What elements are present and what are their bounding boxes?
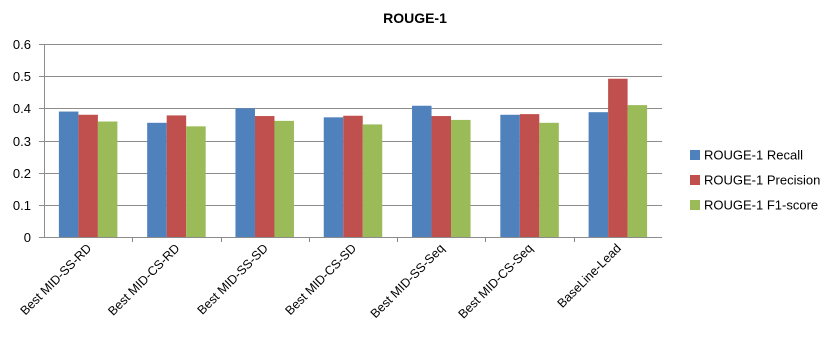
bar-recall — [147, 122, 167, 237]
x-category-label: Best MID-SS-SD — [195, 241, 271, 317]
bar-precision — [343, 115, 363, 237]
bar-f1-score — [274, 120, 294, 237]
y-tick-label: 0.2 — [13, 166, 31, 181]
y-tick-label: 0.5 — [13, 69, 31, 84]
bar-precision — [78, 114, 98, 237]
y-tick-label: 0.4 — [13, 101, 31, 116]
y-tick-label: 0 — [24, 230, 31, 245]
bar-f1-score — [451, 119, 471, 237]
x-category-label: Best MID-CS-SD — [282, 241, 359, 318]
y-tick-label: 0.1 — [13, 198, 31, 213]
bar-recall — [235, 108, 255, 237]
x-category-label: Best MID-CS-RD — [105, 241, 182, 318]
bar-recall — [323, 117, 344, 237]
bar-precision — [166, 115, 187, 237]
y-tick-label: 0.3 — [13, 134, 31, 149]
legend-label: ROUGE-1 Recall — [704, 148, 803, 163]
bar-f1-score — [627, 105, 648, 237]
bar-f1-score — [186, 126, 206, 237]
bar-precision — [608, 78, 628, 238]
axes — [39, 44, 662, 242]
legend-swatch — [690, 200, 700, 210]
chart-title: ROUGE-1 — [383, 10, 447, 26]
x-category-label: Best MID-CS-Seq — [456, 241, 536, 321]
legend-label: ROUGE-1 Precision — [704, 173, 820, 188]
x-category-label: BaseLine-Lead — [555, 241, 624, 310]
y-tick-label: 0.6 — [13, 37, 31, 52]
bar-precision — [431, 116, 452, 237]
bar-recall — [588, 112, 609, 237]
legend-swatch — [690, 150, 700, 160]
bar-f1-score — [97, 121, 118, 237]
x-category-label: Best MID-SS-Seq — [368, 241, 448, 321]
bar-recall — [412, 105, 432, 237]
bar-recall — [58, 111, 79, 237]
bar-f1-score — [362, 124, 383, 237]
legend: ROUGE-1 Recall ROUGE-1 Precision ROUGE-1 F… — [690, 148, 820, 213]
legend-swatch — [690, 175, 700, 185]
bar-recall — [500, 114, 520, 237]
bar-f1-score — [539, 122, 559, 237]
bar-precision — [519, 114, 540, 237]
bar-precision — [254, 116, 275, 237]
x-category-label: Best MID-SS-RD — [18, 241, 95, 318]
bars — [58, 78, 648, 238]
legend-label: ROUGE-1 F1-score — [704, 198, 818, 213]
